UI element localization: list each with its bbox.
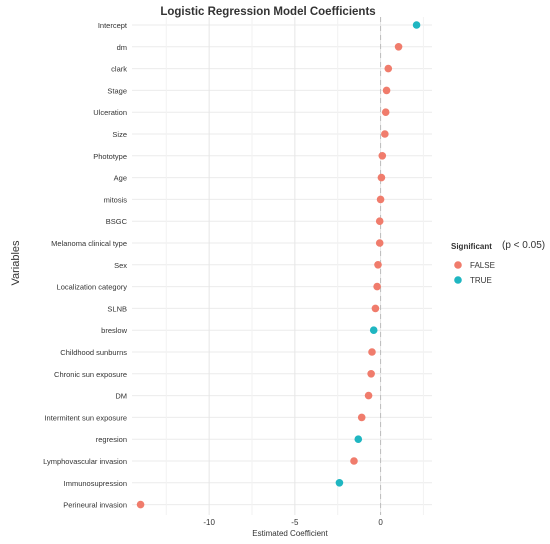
legend: Significant (p < 0.05) FALSE TRUE: [451, 240, 545, 285]
y-axis-title: Variables: [10, 240, 22, 286]
data-point: [369, 326, 378, 335]
y-tick-label: breslow: [101, 326, 127, 335]
data-point: [364, 391, 373, 400]
x-axis-title: Estimated Coefficient: [252, 529, 328, 538]
data-point: [373, 282, 381, 291]
x-tick-labels: -10 -5 0: [203, 518, 383, 527]
legend-label-false: FALSE: [470, 261, 495, 270]
y-tick-label: Phototype: [93, 152, 127, 161]
data-point: [394, 43, 403, 51]
y-tick-label: SLNB: [107, 304, 127, 313]
data-point: [368, 348, 376, 356]
y-tick-label: Immunosupression: [64, 479, 127, 488]
data-point: [136, 500, 145, 509]
legend-key-true: [454, 276, 462, 284]
data-point: [375, 217, 384, 225]
chart-title: Logistic Regression Model Coefficients: [160, 6, 375, 18]
y-tick-label: Age: [114, 174, 127, 183]
y-tick-label: Size: [112, 130, 127, 139]
legend-label-true: TRUE: [470, 276, 492, 285]
y-tick-label: BSGC: [106, 217, 128, 226]
x-tick-label: -5: [291, 518, 299, 527]
y-tick-label: Localization category: [57, 283, 128, 292]
y-tick-label: Childhood sunburns: [60, 348, 127, 357]
x-tick-label: 0: [378, 518, 383, 527]
data-point: [335, 479, 344, 487]
legend-note: (p < 0.05): [502, 240, 545, 251]
y-tick-label: Chronic sun exposure: [54, 370, 127, 379]
data-point: [354, 435, 363, 444]
data-point: [378, 152, 387, 160]
y-tick-label: mitosis: [104, 195, 128, 204]
data-point: [376, 195, 385, 204]
y-tick-label: Sex: [114, 261, 127, 270]
y-tick-label: Intercept: [98, 21, 128, 30]
data-points: [136, 21, 421, 509]
y-tick-label: Melanoma clinical type: [51, 239, 127, 248]
y-tick-label: DM: [115, 392, 127, 401]
y-tick-label: regresion: [96, 435, 127, 444]
data-point: [381, 130, 389, 138]
y-tick-label: Stage: [107, 86, 127, 95]
data-point: [412, 21, 421, 29]
data-point: [382, 86, 391, 95]
data-point: [377, 173, 386, 182]
y-tick-label: Lymphovascular invasion: [43, 457, 127, 466]
data-point: [381, 108, 390, 116]
data-point: [374, 261, 382, 269]
y-tick-label: Ulceration: [93, 108, 127, 117]
y-tick-label: clark: [111, 65, 127, 74]
data-point: [384, 64, 393, 73]
y-tick-label: dm: [117, 43, 127, 52]
legend-key-false: [454, 261, 462, 269]
y-tick-labels: Intercept dm clark Stage Ulceration Size Photo…: [43, 21, 128, 510]
data-point: [375, 239, 384, 247]
x-tick-label: -10: [203, 518, 215, 527]
legend-title: Significant: [451, 242, 492, 251]
y-tick-label: Perineural invasion: [63, 501, 127, 510]
data-point: [371, 304, 380, 313]
data-point: [357, 413, 366, 422]
data-point: [367, 370, 375, 378]
data-point: [350, 457, 358, 465]
y-tick-label: Intermitent sun exposure: [44, 413, 127, 422]
gridlines: [132, 17, 432, 515]
